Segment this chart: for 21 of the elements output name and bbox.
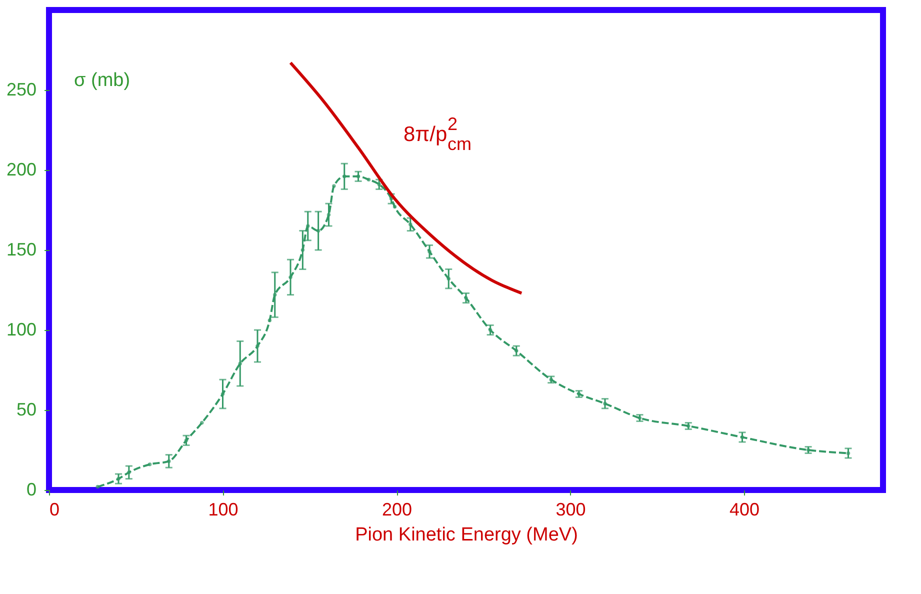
y-tick-label: 50 <box>16 400 36 420</box>
x-tick-label: 400 <box>729 500 760 520</box>
point <box>200 420 204 425</box>
y-tick-label: 0 <box>26 480 36 500</box>
y-tick-label: 100 <box>6 320 36 340</box>
point <box>366 178 371 182</box>
point <box>96 484 100 489</box>
y-tick-label: 150 <box>6 240 36 260</box>
point <box>332 184 336 188</box>
x-tick-label: 200 <box>382 500 412 520</box>
point <box>392 204 397 209</box>
x-tick-label: 300 <box>556 500 586 520</box>
y-axis-title: σ (mb) <box>74 70 130 91</box>
point <box>268 318 272 322</box>
x-tick-label: 0 <box>50 500 60 520</box>
x-axis-title: Pion Kinetic Energy (MeV) <box>355 524 578 546</box>
x-tick-label: 100 <box>208 500 238 520</box>
line-series <box>289 61 524 295</box>
y-tick-label: 250 <box>6 80 36 100</box>
y-tick-label: 200 <box>6 160 36 180</box>
point <box>148 462 152 466</box>
